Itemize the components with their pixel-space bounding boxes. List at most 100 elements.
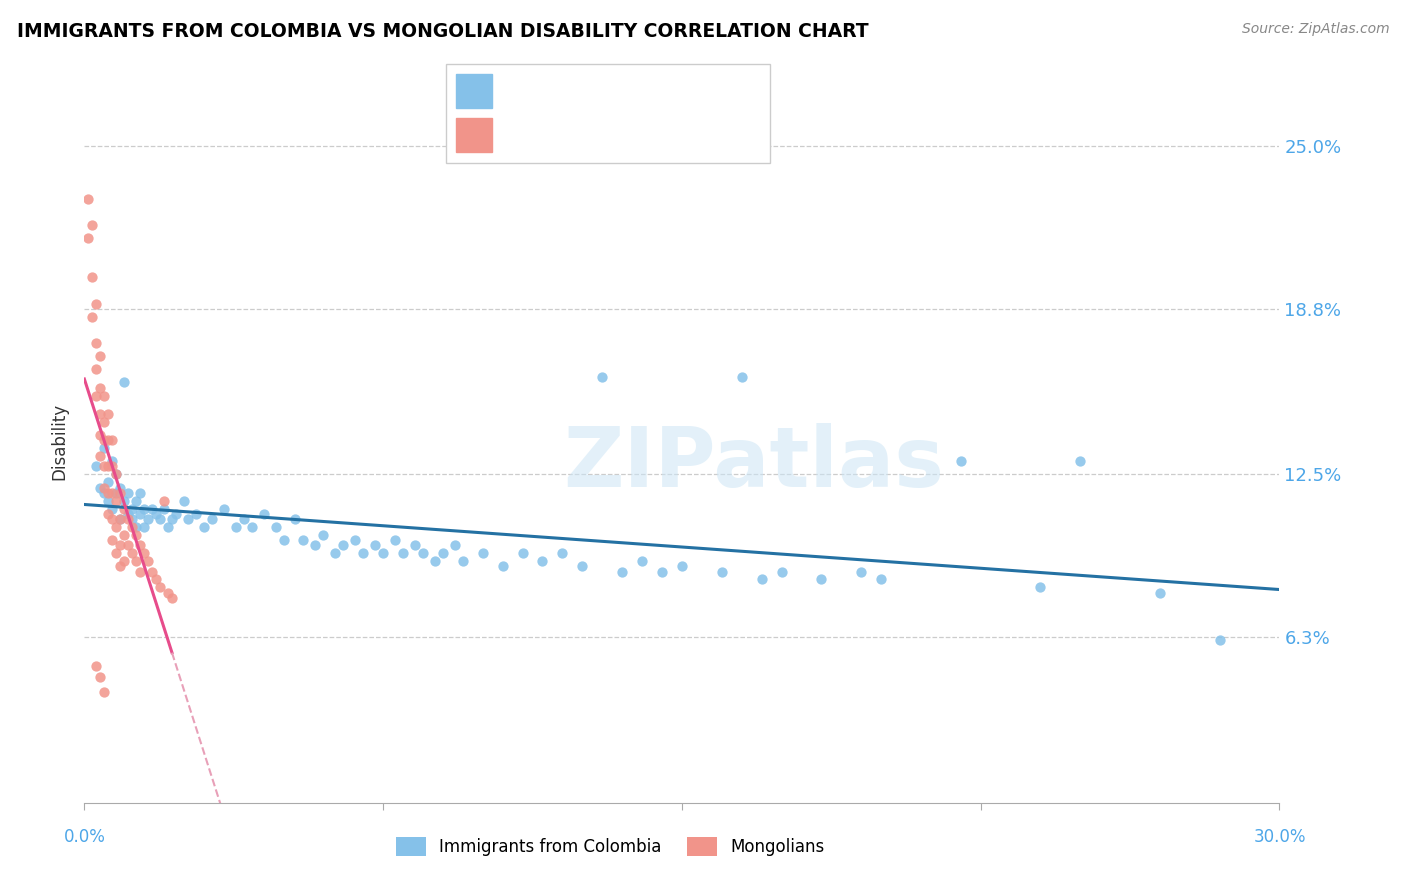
Text: Source: ZipAtlas.com: Source: ZipAtlas.com [1241, 22, 1389, 37]
Point [157, 520, 180, 534]
Point [444, 538, 467, 552]
Point [101, 485, 124, 500]
Point [86, 362, 108, 376]
Point [810, 573, 832, 587]
Point [141, 565, 163, 579]
Point [93, 481, 115, 495]
Point [93, 485, 115, 500]
Point [89, 381, 111, 395]
Point [404, 538, 426, 552]
Point [1149, 585, 1171, 599]
Point [97, 507, 120, 521]
Point [82, 218, 104, 232]
Point [325, 546, 347, 560]
Point [105, 485, 128, 500]
Point [770, 565, 793, 579]
Point [471, 546, 494, 560]
Point [451, 554, 474, 568]
Point [82, 270, 104, 285]
Point [86, 388, 108, 402]
Point [97, 475, 120, 490]
Point [110, 512, 132, 526]
Point [551, 546, 574, 560]
Point [132, 546, 156, 560]
Point [129, 538, 152, 552]
Point [93, 434, 115, 448]
Point [344, 533, 367, 547]
Point [373, 546, 395, 560]
Point [870, 573, 893, 587]
Point [392, 546, 415, 560]
Point [121, 520, 143, 534]
Point [145, 573, 167, 587]
Point [112, 493, 135, 508]
Point [89, 428, 111, 442]
Point [93, 685, 115, 699]
Point [153, 493, 176, 508]
Point [149, 580, 172, 594]
Point [86, 336, 108, 351]
Point [352, 546, 374, 560]
Point [193, 520, 215, 534]
Point [332, 538, 354, 552]
Point [121, 512, 143, 526]
Point [97, 493, 120, 508]
Point [89, 349, 111, 363]
Point [284, 512, 307, 526]
Point [89, 481, 111, 495]
Point [93, 415, 115, 429]
Text: 0.0%: 0.0% [63, 828, 105, 846]
Point [631, 554, 654, 568]
Point [97, 434, 120, 448]
Point [129, 507, 152, 521]
Point [1209, 632, 1232, 647]
Point [117, 507, 139, 521]
Point [423, 554, 446, 568]
Point [571, 559, 593, 574]
Point [153, 501, 176, 516]
Point [173, 493, 195, 508]
Point [1029, 580, 1052, 594]
Point [212, 501, 235, 516]
Point [89, 670, 111, 684]
Point [121, 501, 143, 516]
Point [157, 585, 180, 599]
Point [225, 520, 247, 534]
Point [949, 454, 972, 468]
Point [136, 554, 159, 568]
Point [591, 370, 613, 384]
Point [364, 538, 387, 552]
Point [97, 459, 120, 474]
Point [110, 512, 132, 526]
Text: 59: 59 [675, 126, 695, 144]
Point [97, 485, 120, 500]
Point [105, 467, 128, 482]
Point [97, 407, 120, 421]
Point [101, 501, 124, 516]
FancyBboxPatch shape [446, 64, 770, 163]
Point [292, 533, 315, 547]
Point [136, 512, 159, 526]
Point [86, 659, 108, 673]
Text: R =: R = [502, 82, 543, 100]
Point [160, 512, 183, 526]
Point [117, 538, 139, 552]
Text: -0.243: -0.243 [543, 82, 602, 100]
Point [177, 512, 200, 526]
Point [105, 493, 128, 508]
Point [141, 501, 163, 516]
Point [110, 481, 132, 495]
Bar [456, 118, 492, 152]
Point [160, 591, 183, 605]
Point [112, 528, 135, 542]
Point [125, 528, 148, 542]
Point [129, 485, 152, 500]
Point [492, 559, 515, 574]
Point [125, 493, 148, 508]
Text: 30.0%: 30.0% [1253, 828, 1306, 846]
Point [121, 546, 143, 560]
Point [165, 507, 187, 521]
Point [129, 565, 152, 579]
Point [117, 485, 139, 500]
Point [101, 459, 124, 474]
